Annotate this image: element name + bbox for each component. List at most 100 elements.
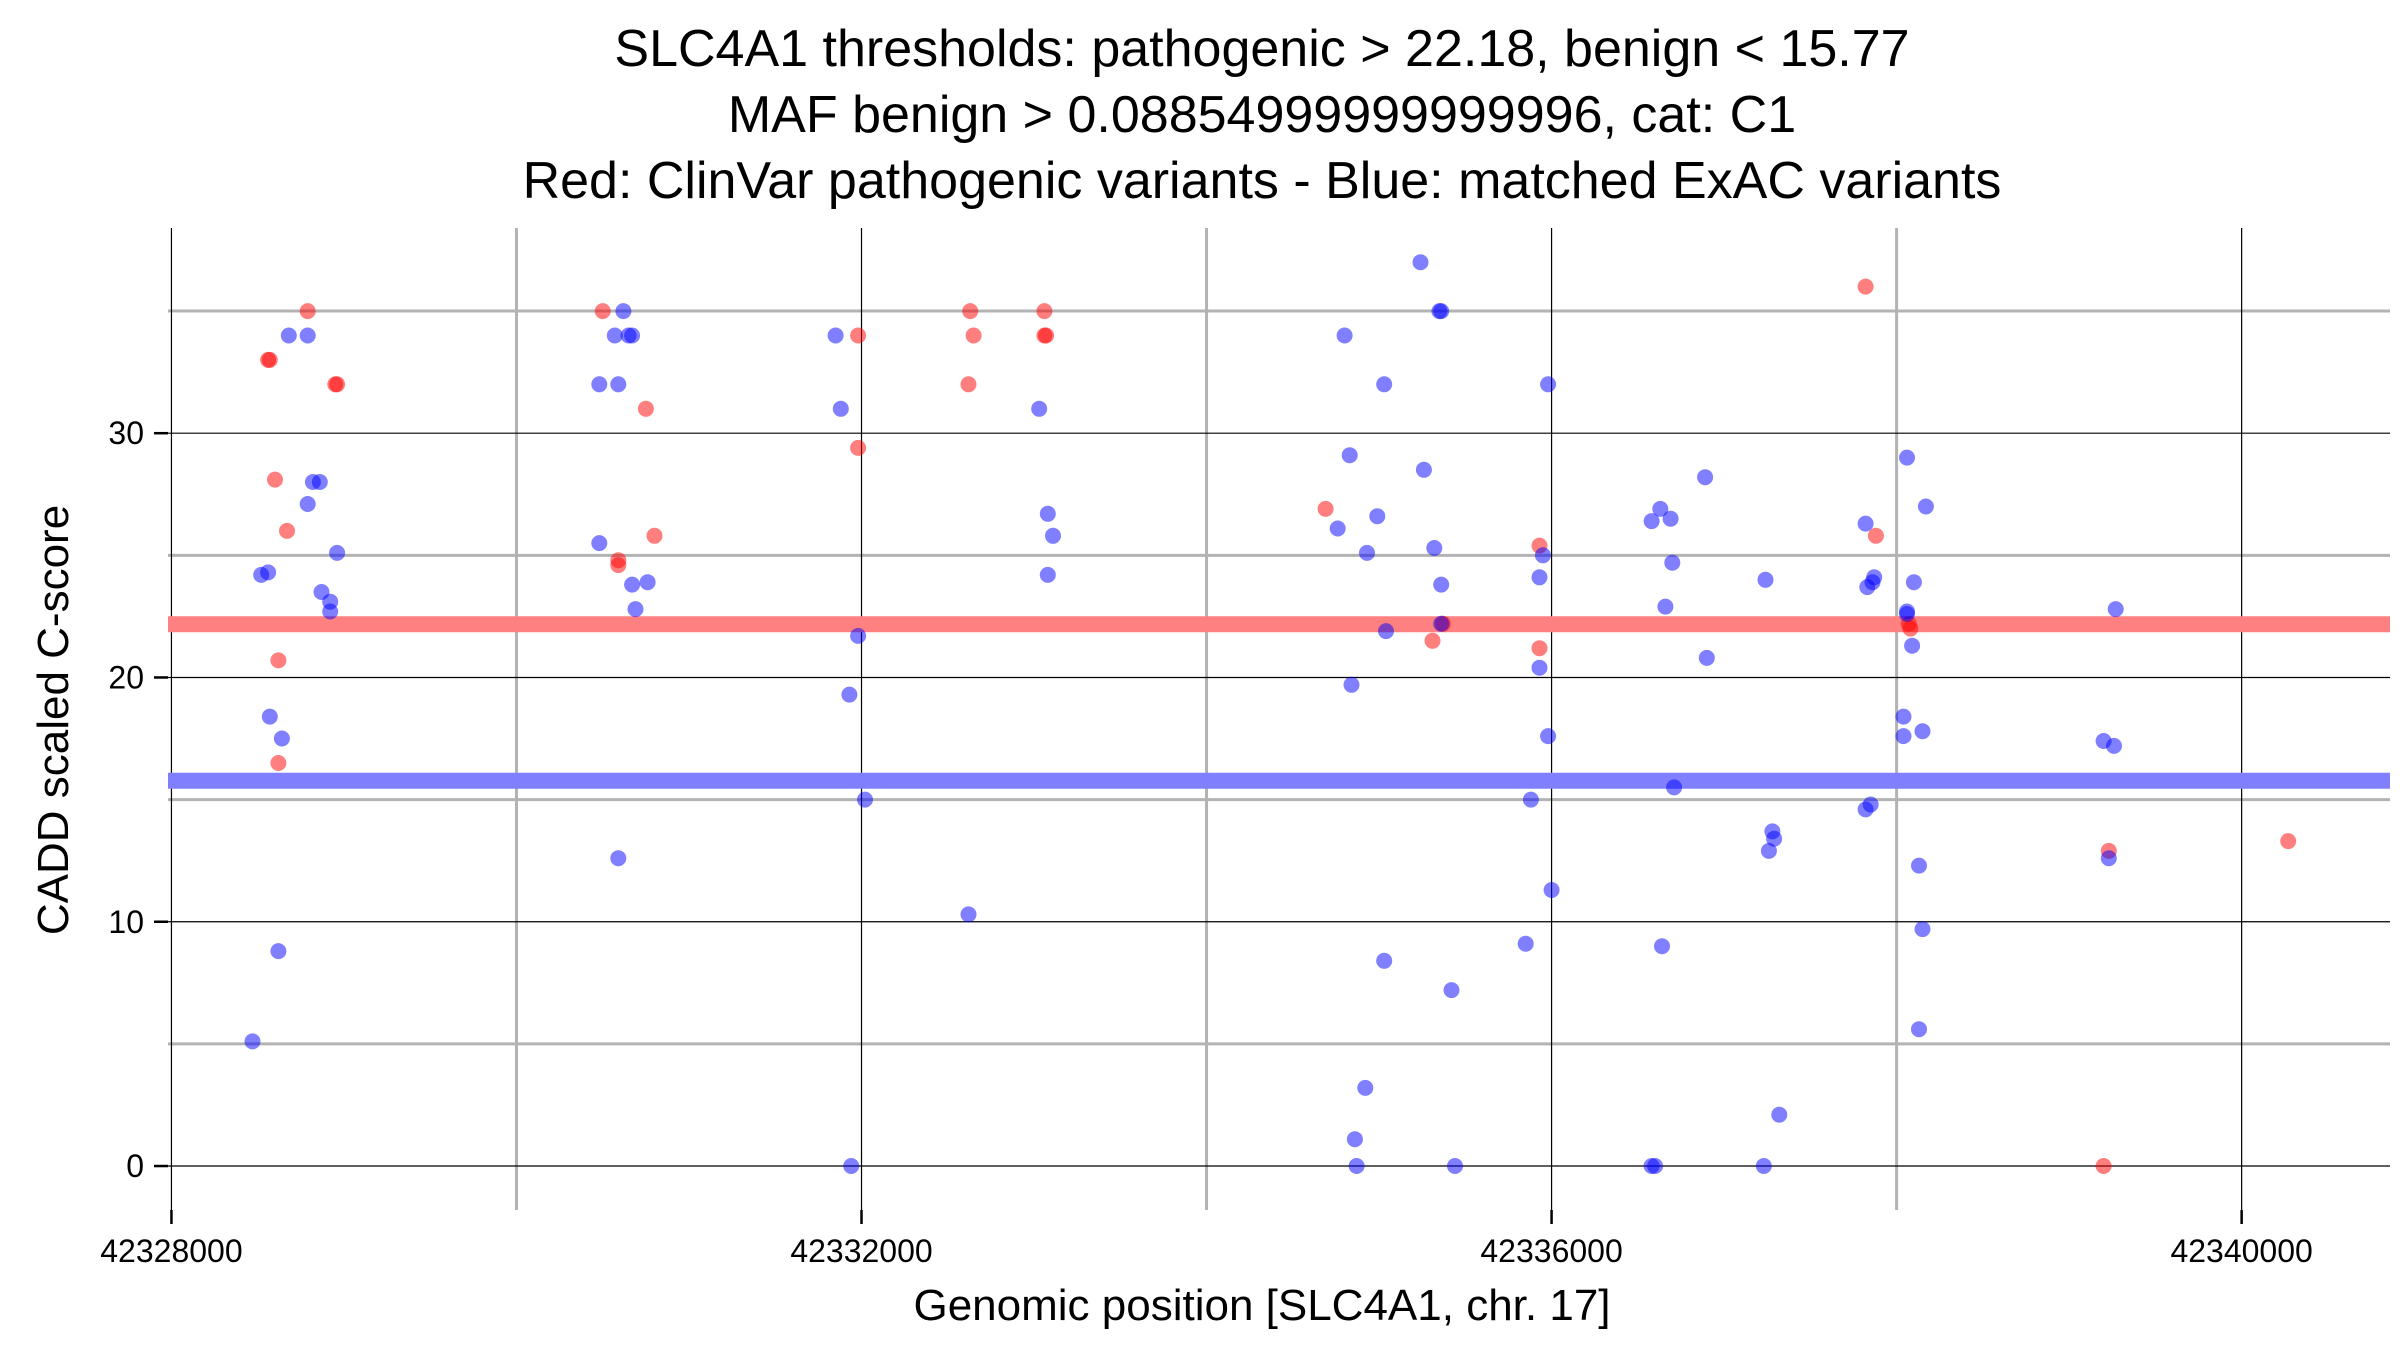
clinvar-point — [1902, 620, 1919, 637]
exac-point — [639, 574, 656, 591]
title-line-1: SLC4A1 thresholds: pathogenic > 22.18, b… — [614, 20, 1909, 78]
exac-point — [627, 601, 644, 618]
exac-point — [1346, 1131, 1363, 1148]
exac-point — [1543, 882, 1560, 898]
exac-point — [1031, 400, 1048, 417]
exac-point — [827, 327, 844, 344]
exac-point — [311, 474, 328, 490]
exac-point — [1376, 376, 1393, 393]
clinvar-point — [327, 376, 344, 393]
exac-point — [270, 943, 287, 960]
exac-point — [1654, 938, 1670, 955]
exac-point — [1378, 623, 1394, 640]
exac-point — [832, 400, 849, 417]
clinvar-point — [962, 303, 979, 320]
clinvar-point — [965, 327, 982, 344]
exac-point — [1914, 921, 1931, 938]
exac-matched-series — [244, 254, 2124, 1174]
exac-point — [1357, 1079, 1374, 1096]
exac-point — [1348, 1158, 1365, 1174]
clinvar-point — [2280, 833, 2297, 850]
exac-point — [299, 327, 316, 344]
exac-point — [1771, 1106, 1788, 1123]
clinvar-point — [1857, 278, 1874, 295]
exac-point — [2106, 737, 2122, 754]
exac-point — [1914, 723, 1931, 740]
exac-point — [1447, 1158, 1463, 1174]
exac-point — [1329, 520, 1346, 537]
exac-point — [591, 535, 608, 552]
exac-point — [1343, 676, 1360, 693]
exac-point — [1911, 857, 1927, 874]
exac-point — [850, 627, 867, 644]
y-axis-title: CADD scaled C-score — [29, 505, 78, 935]
exac-point — [1540, 728, 1557, 745]
y-axis: 0 10 20 30 — [108, 415, 168, 1184]
exac-point — [1433, 576, 1450, 593]
data-points — [244, 254, 2297, 1174]
exac-point — [591, 376, 608, 393]
exac-point — [1443, 982, 1460, 999]
y-tick-label: 20 — [108, 659, 144, 695]
exac-point — [857, 791, 873, 808]
exac-point — [1657, 598, 1674, 615]
clinvar-point — [637, 400, 654, 417]
exac-point — [280, 327, 297, 344]
minor-gridlines — [168, 228, 2390, 1210]
clinvar-point — [270, 652, 287, 669]
exac-point — [1540, 376, 1557, 393]
exac-point — [1917, 498, 1934, 515]
exac-point — [1698, 649, 1715, 666]
y-tick-label: 10 — [108, 904, 144, 940]
x-tick-label: 42328000 — [100, 1233, 242, 1269]
clinvar-point — [299, 303, 316, 320]
exac-point — [1757, 571, 1774, 588]
exac-point — [1517, 935, 1534, 952]
exac-point — [1662, 510, 1679, 527]
clinvar-point — [1424, 632, 1441, 649]
y-tick-label: 0 — [126, 1148, 144, 1184]
exac-point — [273, 730, 290, 747]
exac-point — [329, 544, 346, 561]
exac-point — [299, 496, 316, 512]
exac-point — [1911, 1021, 1927, 1038]
exac-point — [1531, 569, 1548, 586]
clinvar-point — [1867, 527, 1884, 544]
clinvar-point — [594, 303, 611, 320]
clinvar-point — [2095, 1158, 2112, 1174]
exac-point — [624, 327, 641, 344]
exac-point — [1039, 505, 1056, 522]
exac-point — [260, 564, 277, 581]
exac-point — [1905, 574, 1922, 591]
exac-point — [1415, 461, 1432, 478]
chart-title: SLC4A1 thresholds: pathogenic > 22.18, b… — [523, 20, 2002, 210]
exac-point — [1359, 544, 1375, 561]
clinvar-point — [1317, 500, 1334, 517]
exac-point — [1341, 447, 1358, 464]
exac-point — [1433, 615, 1450, 632]
exac-point — [1531, 659, 1548, 676]
exac-point — [2107, 601, 2124, 618]
exac-point — [1643, 513, 1660, 530]
clinvar-point — [267, 471, 283, 488]
title-line-2: MAF benign > 0.08854999999999996, cat: C… — [728, 86, 1796, 144]
exac-point — [624, 576, 641, 593]
exac-point — [610, 376, 627, 393]
x-axis: 42328000 42332000 42336000 42340000 — [100, 1210, 2313, 1269]
exac-point — [1766, 830, 1783, 847]
major-gridlines — [168, 228, 2390, 1210]
exac-point — [1755, 1158, 1772, 1174]
exac-point — [1652, 500, 1669, 517]
exac-point — [1760, 842, 1777, 859]
exac-point — [1857, 801, 1874, 818]
exac-point — [1039, 566, 1056, 583]
clinvar-point — [279, 522, 295, 539]
clinvar-point — [960, 376, 977, 393]
clinvar-pathogenic-series — [260, 278, 2297, 1174]
exac-point — [1045, 527, 1061, 544]
exac-point — [2100, 850, 2117, 867]
exac-point — [1534, 547, 1551, 564]
exac-point — [1904, 637, 1921, 654]
clinvar-point — [646, 527, 663, 544]
